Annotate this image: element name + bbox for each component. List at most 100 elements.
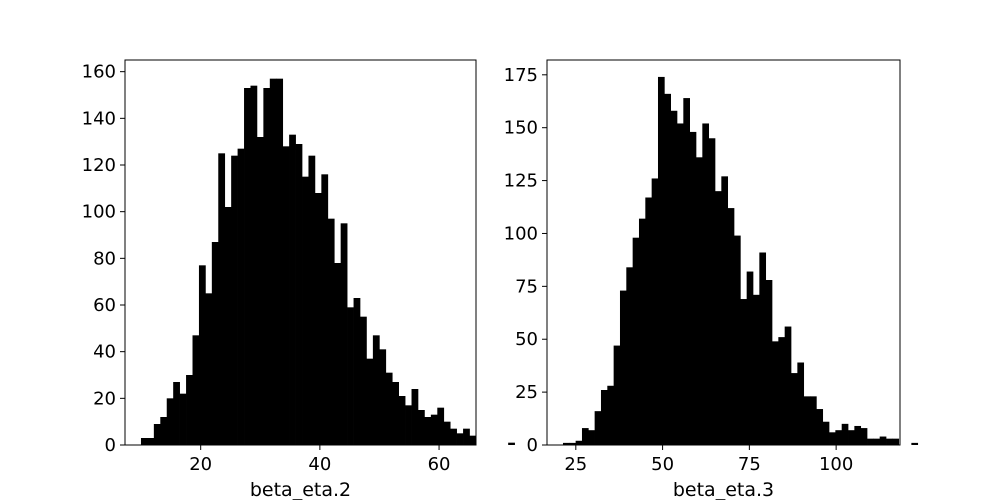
- histogram-bar: [508, 442, 515, 445]
- histogram-bar: [282, 146, 290, 445]
- x-tick-label: 60: [428, 454, 451, 475]
- histogram-bar: [816, 409, 824, 445]
- histogram-bar: [740, 299, 748, 445]
- y-tick-label: 50: [515, 329, 538, 350]
- histogram-bar: [791, 373, 798, 445]
- histogram-bar: [276, 78, 284, 446]
- histogram-bar: [250, 85, 258, 446]
- histogram-bar: [581, 428, 589, 445]
- histogram-bar: [347, 307, 354, 445]
- histogram-bar: [588, 430, 595, 445]
- histogram-bar: [450, 428, 457, 445]
- histogram-bar: [140, 438, 148, 445]
- histogram-bar: [822, 421, 830, 445]
- x-tick-label: 100: [819, 454, 853, 475]
- histogram-bar: [708, 138, 716, 445]
- histogram-bar: [179, 393, 187, 445]
- y-tick-label: 80: [93, 248, 116, 269]
- histogram-bar: [340, 223, 348, 445]
- axes-frame: [124, 59, 477, 446]
- histogram-beta-eta-3: 0 25 50 75 100 125 150 175 25 50 75 100 beta_eta.3: [504, 59, 919, 500]
- histogram-bar: [211, 242, 219, 445]
- x-axis-label: beta_eta.3: [673, 479, 774, 500]
- histogram-bar: [734, 235, 741, 445]
- histogram-bar: [314, 193, 322, 445]
- bars: [562, 76, 919, 446]
- histogram-bar: [873, 438, 881, 445]
- histogram-bar: [632, 237, 640, 445]
- histogram-bar: [205, 293, 213, 445]
- histogram-bar: [772, 341, 779, 445]
- x-tick-label: 20: [189, 454, 212, 475]
- histogram-bar: [147, 438, 155, 445]
- histogram-bar: [302, 176, 309, 446]
- histogram-bar: [657, 76, 665, 446]
- histogram-bar: [803, 396, 811, 445]
- histogram-bar: [664, 93, 671, 445]
- histogram-bar: [424, 417, 432, 445]
- histogram-bar: [289, 134, 296, 446]
- histogram-bar: [463, 428, 470, 445]
- histogram-bar: [173, 382, 180, 445]
- histogram-bar: [334, 263, 342, 445]
- histogram-bar: [405, 405, 412, 445]
- histogram-bar: [192, 335, 200, 445]
- histogram-bar: [398, 396, 406, 445]
- histogram-bar: [198, 265, 206, 445]
- x-axis-label: beta_eta.2: [250, 479, 351, 500]
- histogram-bar: [867, 438, 874, 445]
- histogram-bar: [443, 421, 451, 445]
- histogram-bar: [224, 207, 232, 445]
- histogram-bar: [645, 197, 652, 445]
- y-tick-label: 120: [82, 155, 116, 176]
- histogram-bar: [385, 372, 393, 445]
- histogram-bar: [689, 131, 697, 446]
- histogram-bar: [626, 267, 633, 445]
- histogram-bar: [715, 191, 722, 445]
- histogram-bar: [166, 398, 174, 445]
- histogram-bar: [721, 176, 729, 445]
- axes-frame: [546, 59, 901, 446]
- histogram-bar: [727, 208, 735, 445]
- histogram-bar: [392, 382, 399, 445]
- histogram-bar: [321, 174, 329, 445]
- y-tick-label: 160: [82, 62, 116, 83]
- histogram-bar: [417, 410, 425, 445]
- y-tick-label: 60: [93, 295, 116, 316]
- histogram-bar: [854, 425, 862, 445]
- histogram-bar: [702, 123, 710, 446]
- histogram-bar: [651, 178, 659, 445]
- y-tick-label: 75: [515, 276, 538, 297]
- histogram-bar: [594, 411, 602, 445]
- histogram-bar: [237, 148, 245, 446]
- y-tick-label: 40: [93, 342, 116, 363]
- y-tick-label: 25: [515, 382, 538, 403]
- histogram-bar: [263, 88, 271, 445]
- y-tick-label: 140: [82, 108, 116, 129]
- histogram-bar: [353, 298, 361, 445]
- y-tick-label: 20: [93, 388, 116, 409]
- histogram-bar: [437, 407, 445, 445]
- histogram-bar: [562, 442, 570, 445]
- histogram-bar: [695, 157, 703, 445]
- histogram-bar: [269, 78, 277, 446]
- histogram-bar: [670, 110, 678, 446]
- histogram-bar: [231, 155, 238, 446]
- x-tick-label: 40: [308, 454, 331, 475]
- histogram-bar: [759, 252, 767, 445]
- histogram-bar: [892, 438, 900, 445]
- y-tick-label: 150: [504, 118, 538, 139]
- x-tick-label: 50: [651, 454, 674, 475]
- histogram-bar: [575, 440, 583, 445]
- y-tick-label: 100: [82, 202, 116, 223]
- histogram-bar: [327, 218, 335, 445]
- histogram-bar: [911, 442, 919, 445]
- histogram-bar: [366, 358, 374, 445]
- histogram-bar: [372, 335, 380, 445]
- histogram-bar: [797, 362, 805, 445]
- histogram-bar: [784, 326, 792, 445]
- histogram-bar: [683, 98, 690, 445]
- histogram-bar: [160, 417, 168, 445]
- histogram-bar: [379, 349, 387, 445]
